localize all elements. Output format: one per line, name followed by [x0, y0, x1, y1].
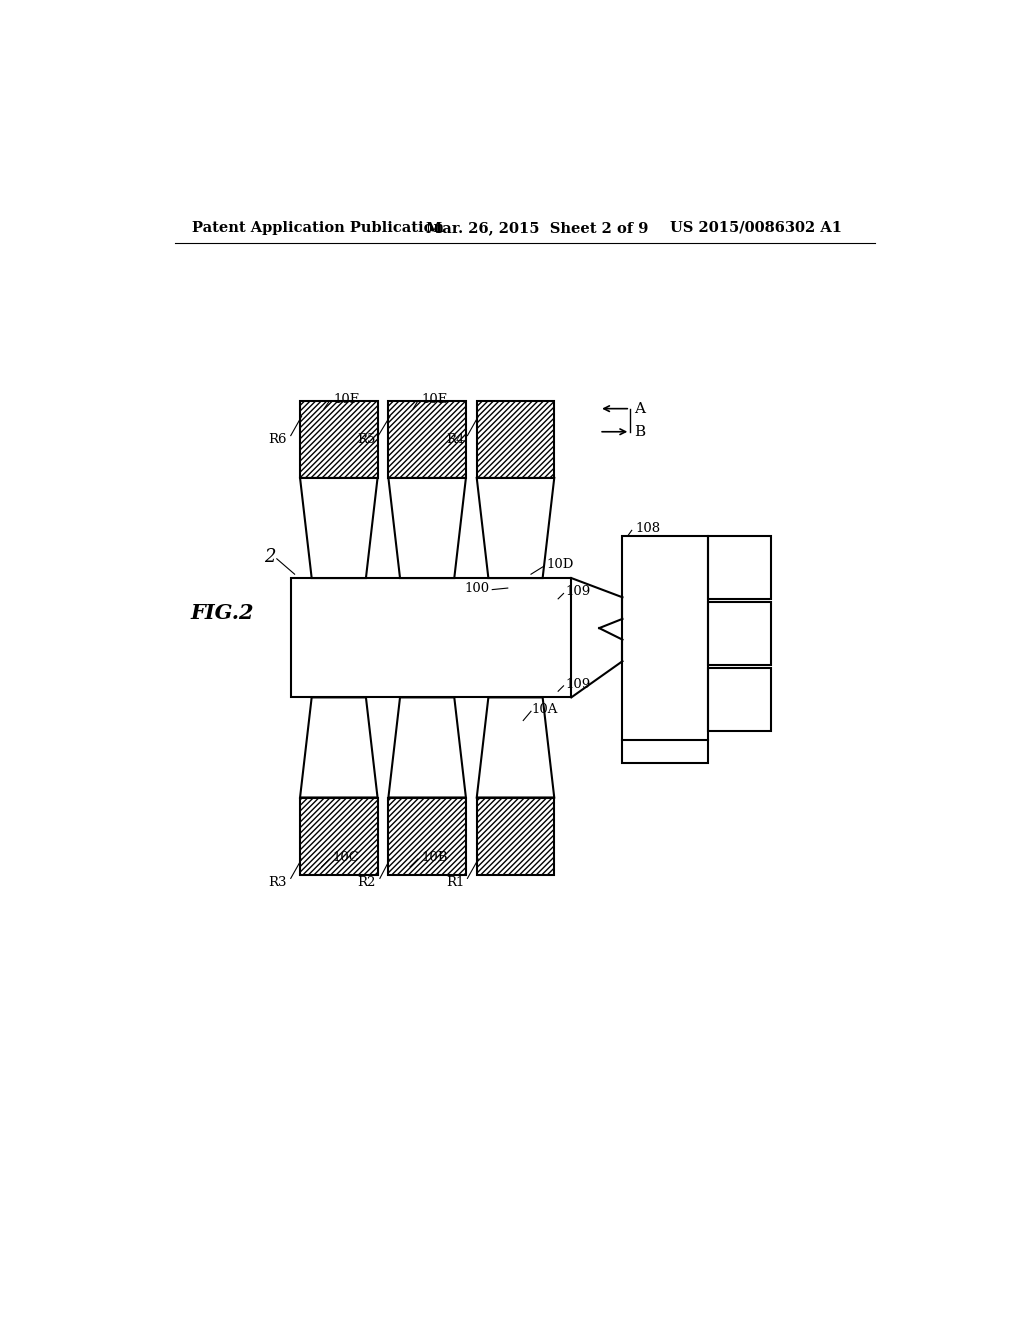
Text: 100: 100: [465, 582, 489, 595]
Text: 10C: 10C: [333, 851, 359, 865]
Text: 10E: 10E: [421, 393, 447, 407]
Text: B: B: [634, 425, 645, 438]
Text: R4: R4: [446, 433, 464, 446]
Text: Mar. 26, 2015  Sheet 2 of 9: Mar. 26, 2015 Sheet 2 of 9: [426, 220, 649, 235]
Text: 2: 2: [264, 548, 275, 566]
Text: 109: 109: [566, 585, 591, 598]
Text: A: A: [634, 401, 645, 416]
Text: R5: R5: [356, 433, 375, 446]
Bar: [388, 401, 466, 478]
Text: US 2015/0086302 A1: US 2015/0086302 A1: [671, 220, 843, 235]
Text: 10A: 10A: [531, 704, 557, 717]
Text: R1: R1: [446, 875, 464, 888]
Bar: [388, 797, 466, 875]
Bar: [708, 668, 771, 731]
Bar: [708, 536, 771, 599]
Text: 108: 108: [636, 523, 660, 536]
Bar: [291, 578, 571, 697]
Bar: [623, 536, 708, 763]
Text: 10F: 10F: [334, 393, 359, 407]
Text: 10D: 10D: [547, 558, 573, 572]
Text: 10B: 10B: [421, 851, 447, 865]
Text: 109: 109: [566, 677, 591, 690]
Bar: [477, 401, 554, 478]
Text: FIG.2: FIG.2: [190, 603, 254, 623]
Bar: [300, 401, 378, 478]
Bar: [477, 797, 554, 875]
Text: R3: R3: [268, 875, 287, 888]
Bar: [300, 797, 378, 875]
Text: R2: R2: [357, 875, 376, 888]
Text: Patent Application Publication: Patent Application Publication: [193, 220, 444, 235]
Bar: [708, 602, 771, 665]
Text: R6: R6: [268, 433, 287, 446]
